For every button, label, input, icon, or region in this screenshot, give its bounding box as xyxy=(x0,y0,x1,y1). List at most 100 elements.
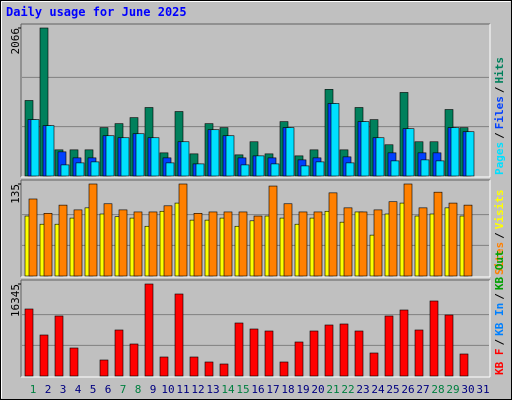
bar xyxy=(403,183,413,277)
bar xyxy=(118,209,128,277)
bar xyxy=(165,162,175,177)
bar xyxy=(435,160,445,177)
x-tick-label: 12 xyxy=(191,383,204,396)
bar xyxy=(54,315,64,377)
bar xyxy=(60,164,70,177)
bar xyxy=(433,191,443,277)
x-tick-label: 13 xyxy=(206,383,219,396)
x-tick-label: 23 xyxy=(356,383,369,396)
bar xyxy=(114,329,124,377)
x-tick-label: 19 xyxy=(296,383,309,396)
x-tick-label: 10 xyxy=(161,383,174,396)
bar xyxy=(459,353,469,377)
bar xyxy=(429,300,439,377)
bar xyxy=(279,361,289,377)
bar xyxy=(69,347,79,377)
bar xyxy=(399,309,409,377)
x-tick-label: 27 xyxy=(416,383,429,396)
bar xyxy=(208,211,218,277)
bar xyxy=(463,204,473,277)
x-tick-label: 30 xyxy=(461,383,474,396)
legend: Pages / Files / Hits xyxy=(493,57,506,175)
bar xyxy=(148,211,158,277)
legend-entry: KB In xyxy=(493,303,506,336)
legend-entry: KB Out xyxy=(493,250,506,290)
bar xyxy=(414,329,424,377)
x-tick-label: 28 xyxy=(431,383,444,396)
bar xyxy=(210,129,220,177)
bar xyxy=(193,213,203,277)
bar xyxy=(354,330,364,377)
bar xyxy=(159,356,169,377)
bar xyxy=(24,308,34,377)
chart-title: Daily usage for June 2025 xyxy=(6,5,187,19)
bar xyxy=(345,162,355,177)
bar xyxy=(375,137,385,177)
bar xyxy=(45,125,55,177)
bar xyxy=(255,155,265,177)
x-tick-label: 4 xyxy=(75,383,82,396)
legend-separator: / xyxy=(493,132,506,139)
legend-separator: / xyxy=(493,232,506,239)
x-tick-label: 9 xyxy=(150,383,157,396)
x-tick-label: 1 xyxy=(30,383,37,396)
bar xyxy=(420,159,430,177)
legend-separator: / xyxy=(493,293,506,300)
bar xyxy=(189,356,199,377)
legend-entry: KB F xyxy=(493,349,506,376)
x-tick-label: 14 xyxy=(221,383,235,396)
x-tick-label: 25 xyxy=(386,383,399,396)
bar xyxy=(43,213,53,277)
bar xyxy=(300,165,310,177)
bar xyxy=(328,192,338,277)
x-tick-label: 5 xyxy=(90,383,97,396)
bar xyxy=(28,198,38,277)
bar xyxy=(30,119,40,177)
bar xyxy=(388,201,398,277)
x-tick-label: 26 xyxy=(401,383,414,396)
bar xyxy=(339,323,349,377)
legend: KB F / KB In / KB Out xyxy=(493,250,506,375)
bar xyxy=(309,330,319,377)
legend-separator: / xyxy=(493,339,506,346)
bar xyxy=(39,334,49,377)
x-tick-label: 7 xyxy=(120,383,127,396)
x-tick-label: 16 xyxy=(251,383,264,396)
x-tick-label: 8 xyxy=(135,383,142,396)
bar xyxy=(268,185,278,277)
x-tick-label: 11 xyxy=(176,383,189,396)
legend: Sites / Visits xyxy=(493,190,506,276)
bar xyxy=(90,161,100,177)
bar xyxy=(223,211,233,277)
bar xyxy=(88,183,98,277)
bar xyxy=(144,283,154,377)
bar xyxy=(174,293,184,377)
bar xyxy=(450,127,460,177)
bar xyxy=(103,203,113,277)
bar xyxy=(360,121,370,177)
bar xyxy=(270,163,280,177)
legend-separator: / xyxy=(493,86,506,93)
x-tick-label: 24 xyxy=(371,383,385,396)
bar xyxy=(465,131,475,177)
bar xyxy=(225,135,235,177)
bar xyxy=(234,322,244,377)
bar xyxy=(405,128,415,177)
bar xyxy=(240,164,250,177)
bar xyxy=(448,202,458,277)
x-tick-label: 21 xyxy=(326,383,339,396)
y-tick-label: 2066 xyxy=(9,28,22,55)
x-tick-label: 31 xyxy=(476,383,489,396)
bar xyxy=(418,207,428,277)
bar xyxy=(150,137,160,177)
x-tick-label: 6 xyxy=(105,383,112,396)
x-tick-label: 2 xyxy=(45,383,52,396)
x-tick-label: 20 xyxy=(311,383,324,396)
bar xyxy=(238,211,248,277)
bar xyxy=(135,133,145,177)
bar xyxy=(373,209,383,277)
bar xyxy=(313,211,323,277)
bar xyxy=(105,135,115,177)
